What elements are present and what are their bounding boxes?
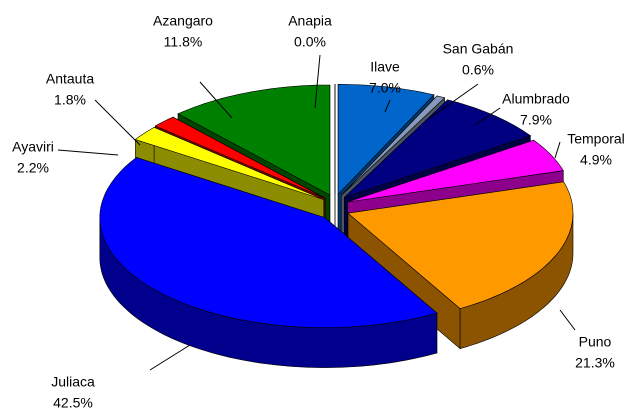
slice-label: Ayaviri: [12, 139, 54, 155]
slice: [344, 99, 532, 198]
slice-label: San Gabán: [443, 41, 514, 57]
slice: [154, 116, 326, 199]
leader-line: [429, 83, 479, 119]
slice-label: Temporal: [567, 131, 625, 147]
leader-line: [149, 344, 191, 371]
slice-value-label: 4.9%: [580, 152, 612, 168]
slice-value-label: 2.2%: [17, 160, 49, 176]
leader-line: [559, 309, 576, 331]
slice-value-label: 0.6%: [462, 62, 494, 78]
slice-label: Azangaro: [153, 13, 213, 29]
slice: [347, 139, 564, 203]
slice: [134, 126, 324, 200]
leader-line: [94, 99, 141, 146]
slice: [340, 95, 446, 196]
slice: [337, 83, 435, 196]
leader-line: [554, 141, 561, 159]
slice-value-label: 11.8%: [164, 34, 203, 50]
slice-label: Anapia: [288, 13, 332, 29]
slice-label: Antauta: [46, 71, 94, 87]
slice-value-label: 42.5%: [53, 395, 93, 411]
leader-line: [384, 99, 391, 113]
slice-value-label: 1.8%: [54, 92, 86, 108]
leader-line: [199, 81, 233, 119]
leader-line: [57, 149, 119, 156]
slice-value-label: 7.0%: [369, 80, 401, 96]
leader-line: [314, 54, 321, 109]
slice-value-label: 21.3%: [575, 355, 615, 371]
slice-label: Puno: [579, 334, 612, 350]
slice-value-label: 7.9%: [520, 112, 552, 128]
leader-line: [474, 107, 501, 126]
slice: [347, 181, 574, 309]
slice: [99, 157, 438, 328]
slice-label: Juliaca: [51, 374, 95, 390]
slice-value-label: 0.0%: [294, 34, 326, 50]
slice-label: Alumbrado: [502, 91, 570, 107]
slice-label: Ilave: [370, 59, 400, 75]
slice: [177, 84, 331, 196]
